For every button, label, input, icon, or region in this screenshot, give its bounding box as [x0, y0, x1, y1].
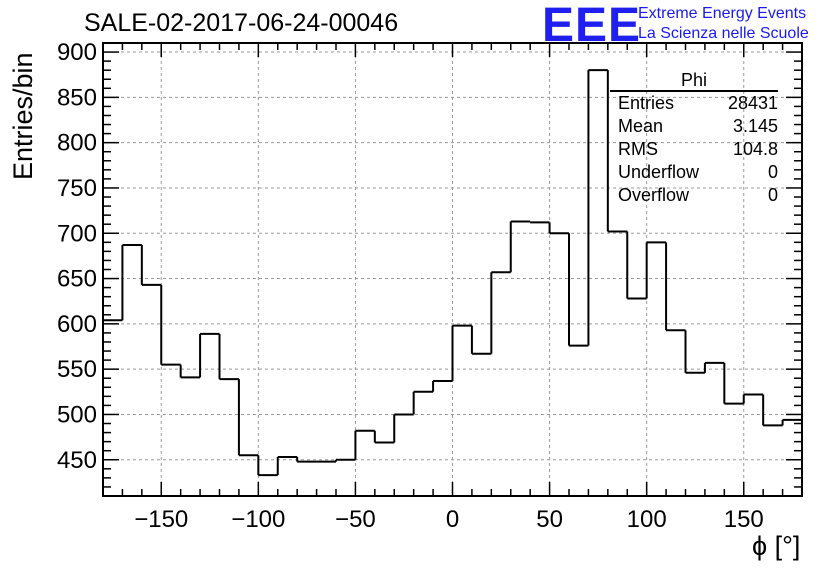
chart-title: SALE-02-2017-06-24-00046: [84, 9, 399, 37]
histogram-bin: [665, 242, 686, 332]
histogram-bin: [276, 456, 298, 476]
histogram-bin: [140, 245, 162, 286]
axes: −150 −100 −50 0 50 100 150 450 500 550 600 650 700 75…: [57, 39, 803, 533]
y-tick-label: 750: [57, 175, 97, 202]
logo-line-1: Extreme Energy Events: [638, 5, 807, 22]
logo-line-2: La Scienza nelle Scuole: [638, 25, 809, 42]
x-tick-label: 0: [446, 506, 459, 533]
y-tick-label: 700: [57, 220, 97, 247]
x-tick-label: −100: [231, 506, 285, 533]
stats-label: Underflow: [618, 162, 700, 182]
x-tick-label: −150: [134, 506, 188, 533]
histogram-bin: [296, 457, 317, 463]
histogram-bin: [121, 244, 142, 321]
histogram-bin: [179, 364, 201, 379]
histogram-bin: [548, 222, 569, 235]
stats-value: 28431: [727, 93, 778, 113]
histogram-bin: [781, 418, 802, 426]
x-tick-label: 100: [627, 506, 667, 533]
histogram-bin: [335, 458, 356, 462]
stats-row: Entries 28431: [612, 92, 778, 115]
stats-label: Entries: [618, 93, 675, 113]
histogram-bin: [490, 271, 511, 354]
histogram-bin: [742, 393, 764, 404]
histogram-bin: [412, 390, 434, 415]
histogram-bin: [237, 379, 259, 457]
histogram-bin: [160, 284, 181, 366]
stats-row: RMS 104.8: [612, 138, 778, 161]
x-tick-label: −50: [335, 506, 376, 533]
x-tick-label: 150: [724, 506, 764, 533]
histogram-bin: [529, 221, 550, 224]
stats-value: 3.145: [732, 116, 778, 136]
stats-label: RMS: [618, 139, 658, 159]
histogram-bin: [393, 413, 414, 443]
stats-label: Overflow: [618, 185, 690, 205]
y-tick-label: 500: [57, 401, 97, 428]
histogram-bin: [762, 394, 783, 427]
y-tick-label: 650: [57, 266, 97, 293]
histogram-bin: [509, 220, 531, 273]
histogram-bin: [470, 325, 492, 355]
histogram-bin: [199, 332, 220, 378]
histogram-bin: [684, 330, 705, 374]
stats-label: Mean: [618, 116, 664, 136]
histogram-bin: [354, 429, 375, 460]
histogram-bin: [645, 241, 667, 299]
y-tick-label: 850: [57, 84, 97, 111]
stats-row: Overflow 0: [612, 184, 778, 207]
histogram-bin: [606, 70, 628, 233]
histogram-bin: [451, 324, 472, 381]
stats-value: 0: [767, 162, 778, 182]
x-tick-label: 50: [536, 506, 563, 533]
y-axis-label: Entries/bin: [8, 52, 38, 180]
histogram-bin: [626, 231, 647, 300]
y-tick-label: 600: [57, 311, 97, 338]
histogram-bin: [218, 333, 239, 381]
stats-row: Underflow 0: [612, 161, 778, 184]
histogram-bin: [568, 233, 589, 347]
stats-box: Phi Entries 28431 Mean 3.145 RMS 104.8 U…: [610, 70, 778, 207]
y-tick-label: 800: [57, 130, 97, 157]
histogram-bin: [587, 69, 608, 346]
histogram-bin: [373, 430, 395, 444]
y-tick-label: 450: [57, 447, 97, 474]
stats-value: 104.8: [732, 139, 778, 159]
histogram-series: [103, 69, 802, 477]
x-axis-label: ϕ [°]: [752, 531, 801, 561]
stats-value: 0: [767, 185, 778, 205]
eee-logo-icon: EEE: [542, 0, 642, 52]
stats-row: Mean 3.145: [612, 115, 778, 138]
histogram-bin: [703, 361, 725, 373]
stats-title: Phi: [610, 70, 778, 92]
y-tick-label: 550: [57, 356, 97, 383]
histogram-bin: [257, 455, 278, 477]
histogram-bin: [432, 379, 453, 392]
histogram-bin: [723, 362, 744, 405]
y-tick-label: 900: [57, 39, 97, 66]
